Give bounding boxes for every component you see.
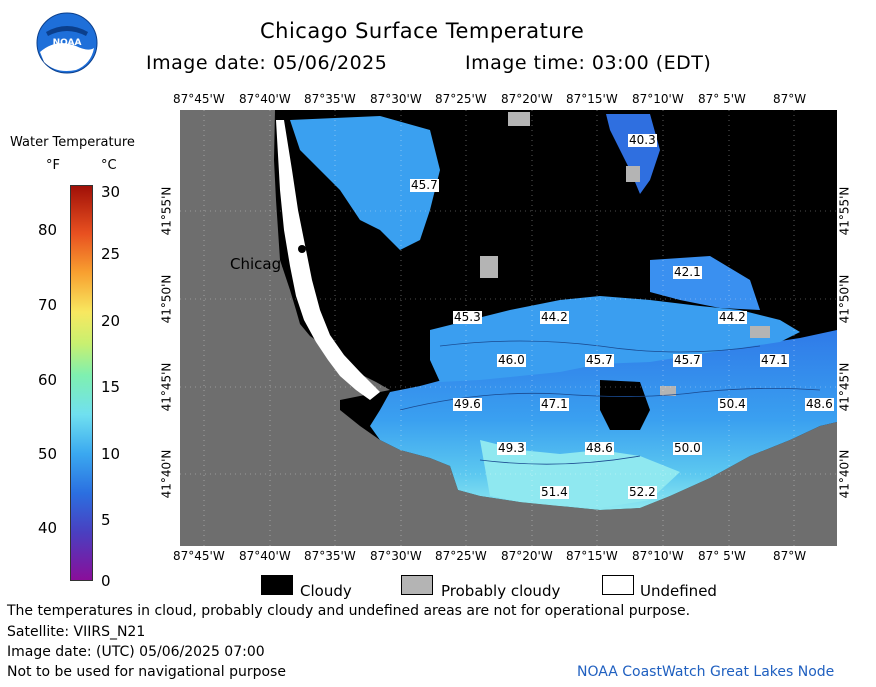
legend-c-tick: 20 — [101, 312, 121, 330]
temperature-label: 48.6 — [585, 441, 614, 455]
lat-label-right: 41°50'N — [837, 274, 852, 324]
legend-c-tick: 30 — [101, 183, 121, 201]
undefined-area — [276, 120, 380, 400]
temperature-label: 45.7 — [585, 353, 614, 367]
city-label-chicago: Chicago — [230, 255, 290, 273]
temperature-map: Chicago — [180, 110, 837, 546]
lon-label-bottom: 87°30'W — [370, 549, 422, 563]
isotherm-line — [399, 388, 821, 411]
water-northwest — [290, 116, 440, 250]
key-undefined-swatch — [602, 575, 634, 595]
probably-cloudy-patch — [660, 386, 676, 396]
lat-label-right: 41°40'N — [837, 449, 852, 499]
lat-label-left: 41°40'N — [159, 449, 174, 499]
lon-label-bottom: 87° 5'W — [698, 549, 746, 563]
temperature-label: 40.3 — [628, 133, 657, 147]
lon-label-top: 87°45'W — [173, 92, 225, 106]
legend-f-tick: 60 — [38, 371, 58, 389]
lon-label-bottom: 87°40'W — [239, 549, 291, 563]
temperature-label: 50.0 — [673, 441, 702, 455]
lat-label-right: 41°45'N — [837, 362, 852, 412]
probably-cloudy-patch — [508, 112, 530, 126]
lon-label-bottom: 87°10'W — [632, 549, 684, 563]
probably-cloudy-patch — [626, 166, 640, 182]
temperature-label: 49.3 — [497, 441, 526, 455]
probably-cloudy-patch — [750, 326, 770, 338]
legend-unit-f: °F — [46, 158, 60, 173]
lon-label-top: 87°35'W — [304, 92, 356, 106]
legend-colorbar — [70, 185, 93, 581]
key-cloudy-label: Cloudy — [300, 582, 352, 600]
legend-unit-c: °C — [101, 158, 117, 173]
temperature-label: 44.2 — [718, 310, 747, 324]
image-time: Image time: 03:00 (EDT) — [465, 52, 712, 74]
key-cloudy-swatch — [261, 575, 293, 595]
temperature-label: 45.7 — [673, 353, 702, 367]
legend-f-tick: 70 — [38, 296, 58, 314]
lon-label-bottom: 87°20'W — [501, 549, 553, 563]
lon-label-top: 87° 5'W — [698, 92, 746, 106]
footer-utc-date: Image date: (UTC) 05/06/2025 07:00 — [7, 644, 265, 660]
noaa-logo: NOAA — [36, 12, 98, 74]
key-undefined-label: Undefined — [640, 582, 717, 600]
key-probably-cloudy-swatch — [401, 575, 433, 595]
footer-credit: NOAA CoastWatch Great Lakes Node — [577, 664, 835, 680]
lat-label-left: 41°50'N — [159, 274, 174, 324]
footer-note: The temperatures in cloud, probably clou… — [7, 603, 691, 619]
temperature-label: 44.2 — [540, 310, 569, 324]
temperature-label: 46.0 — [497, 353, 526, 367]
temperature-label: 48.6 — [805, 397, 834, 411]
lon-label-top: 87°10'W — [632, 92, 684, 106]
lon-label-top: 87°30'W — [370, 92, 422, 106]
legend-c-tick: 0 — [101, 572, 111, 590]
lon-label-top: 87°20'W — [501, 92, 553, 106]
lon-label-bottom: 87°35'W — [304, 549, 356, 563]
legend-f-tick: 80 — [38, 221, 58, 239]
temperature-label: 49.6 — [453, 397, 482, 411]
legend-title: Water Temperature — [10, 135, 135, 150]
image-date: Image date: 05/06/2025 — [146, 52, 388, 74]
footer-nav-note: Not to be used for navigational purpose — [7, 664, 286, 680]
isotherm-line — [479, 455, 641, 465]
lon-label-top: 87°W — [773, 92, 807, 106]
temperature-label: 52.2 — [628, 485, 657, 499]
noaa-logo-text: NOAA — [53, 38, 82, 48]
cloud-gap — [600, 380, 650, 430]
legend-c-tick: 10 — [101, 445, 121, 463]
lat-label-left: 41°55'N — [159, 186, 174, 236]
temperature-label: 45.3 — [453, 310, 482, 324]
legend-c-tick: 15 — [101, 378, 121, 396]
key-probably-cloudy-label: Probably cloudy — [441, 582, 561, 600]
legend-c-tick: 5 — [101, 511, 111, 529]
temperature-label: 47.1 — [540, 397, 569, 411]
lat-label-right: 41°55'N — [837, 186, 852, 236]
lon-label-top: 87°15'W — [566, 92, 618, 106]
legend-f-tick: 50 — [38, 445, 58, 463]
lon-label-bottom: 87°25'W — [435, 549, 487, 563]
lon-label-bottom: 87°W — [773, 549, 807, 563]
legend-c-tick: 25 — [101, 245, 121, 263]
footer-satellite: Satellite: VIIRS_N21 — [7, 624, 146, 640]
legend-f-tick: 40 — [38, 519, 58, 537]
temperature-label: 51.4 — [540, 485, 569, 499]
lon-label-bottom: 87°15'W — [566, 549, 618, 563]
probably-cloudy-patch — [480, 256, 498, 278]
chicago-marker-icon — [298, 245, 306, 253]
temperature-label: 42.1 — [673, 265, 702, 279]
temperature-label: 45.7 — [410, 178, 439, 192]
map-canvas: Chicago — [180, 110, 837, 546]
temperature-label: 50.4 — [718, 397, 747, 411]
temperature-label: 47.1 — [760, 353, 789, 367]
lon-label-top: 87°40'W — [239, 92, 291, 106]
lat-label-left: 41°45'N — [159, 362, 174, 412]
page-title: Chicago Surface Temperature — [260, 19, 585, 43]
lon-label-bottom: 87°45'W — [173, 549, 225, 563]
lon-label-top: 87°25'W — [435, 92, 487, 106]
noaa-logo-icon: NOAA — [36, 12, 98, 74]
isotherm-line — [439, 340, 761, 353]
